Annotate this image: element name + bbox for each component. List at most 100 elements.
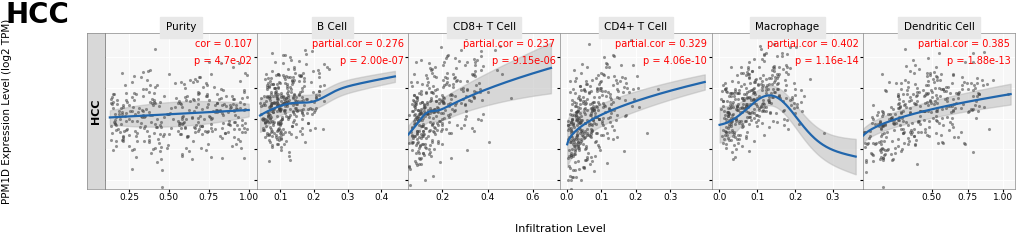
Point <box>904 59 920 62</box>
Point <box>753 121 769 125</box>
Point <box>265 122 281 125</box>
Point <box>738 95 754 99</box>
Point <box>931 94 948 98</box>
Point <box>728 117 744 120</box>
Point <box>429 87 445 90</box>
Point <box>921 110 937 114</box>
Point <box>568 135 584 139</box>
Point <box>268 135 284 139</box>
Point <box>423 90 439 94</box>
Point <box>421 128 437 132</box>
Point <box>137 125 153 128</box>
Point <box>882 116 899 119</box>
Point <box>904 92 920 96</box>
Point <box>199 131 215 134</box>
Point <box>748 104 764 107</box>
Point <box>465 94 481 98</box>
Point <box>283 58 300 62</box>
Point <box>918 71 934 75</box>
Point <box>407 107 423 111</box>
Point <box>589 143 605 147</box>
Point <box>409 80 425 84</box>
Point <box>446 56 463 60</box>
Point <box>875 123 892 127</box>
Point <box>577 107 593 110</box>
Point <box>433 99 449 103</box>
Point <box>236 108 253 111</box>
Point <box>746 101 762 105</box>
Point <box>575 165 591 169</box>
Point <box>298 97 314 101</box>
Point <box>428 99 444 103</box>
Point <box>630 86 646 90</box>
Point <box>230 61 247 65</box>
Point <box>777 97 794 100</box>
Text: partial.cor = 0.276: partial.cor = 0.276 <box>312 39 404 49</box>
Point <box>567 168 583 172</box>
Point <box>601 107 618 111</box>
Point <box>732 110 748 114</box>
Point <box>959 87 975 91</box>
Point <box>174 122 191 126</box>
Point <box>404 84 420 88</box>
Point <box>259 133 275 137</box>
Point <box>287 114 304 118</box>
Point <box>299 111 315 114</box>
Point <box>714 100 731 103</box>
Title: CD8+ T Cell: CD8+ T Cell <box>452 22 516 32</box>
Text: p = 2.00e-07: p = 2.00e-07 <box>339 56 404 66</box>
Point <box>267 90 283 93</box>
Point <box>262 125 278 128</box>
Point <box>905 134 921 138</box>
Point <box>918 134 934 137</box>
Point <box>963 150 979 154</box>
Point <box>457 117 473 120</box>
Point <box>964 51 980 55</box>
Point <box>774 117 791 121</box>
Point <box>298 62 314 66</box>
Point <box>116 129 132 132</box>
Point <box>598 161 614 165</box>
Point <box>745 139 761 143</box>
Point <box>583 127 599 131</box>
Point <box>572 137 588 140</box>
Point <box>583 89 599 93</box>
Point <box>280 93 297 97</box>
Point <box>235 88 252 92</box>
Point <box>225 97 242 101</box>
Point <box>103 138 119 142</box>
Point <box>906 83 922 86</box>
Point <box>786 101 802 105</box>
Point <box>294 98 311 101</box>
Point <box>108 128 124 132</box>
Point <box>261 105 277 109</box>
Point <box>763 82 780 86</box>
Point <box>263 135 279 138</box>
Point <box>299 97 315 101</box>
Point <box>596 55 612 59</box>
Point <box>732 133 748 137</box>
Point <box>595 123 611 127</box>
Point <box>604 137 621 141</box>
Point <box>279 89 296 93</box>
Point <box>588 76 604 80</box>
Point <box>268 73 284 76</box>
Point <box>259 87 275 91</box>
Point <box>917 101 933 104</box>
Point <box>755 52 771 55</box>
Point <box>426 65 442 69</box>
Point <box>282 55 299 59</box>
Point <box>754 101 770 105</box>
Point <box>953 87 969 91</box>
Point <box>721 100 738 104</box>
Point <box>608 135 625 139</box>
Point <box>118 98 135 102</box>
Point <box>190 120 206 124</box>
Point <box>735 106 751 110</box>
Point <box>583 122 599 126</box>
Point <box>211 97 227 101</box>
Point <box>424 129 440 132</box>
Point <box>615 85 632 88</box>
Point <box>584 107 600 111</box>
Point <box>167 81 183 84</box>
